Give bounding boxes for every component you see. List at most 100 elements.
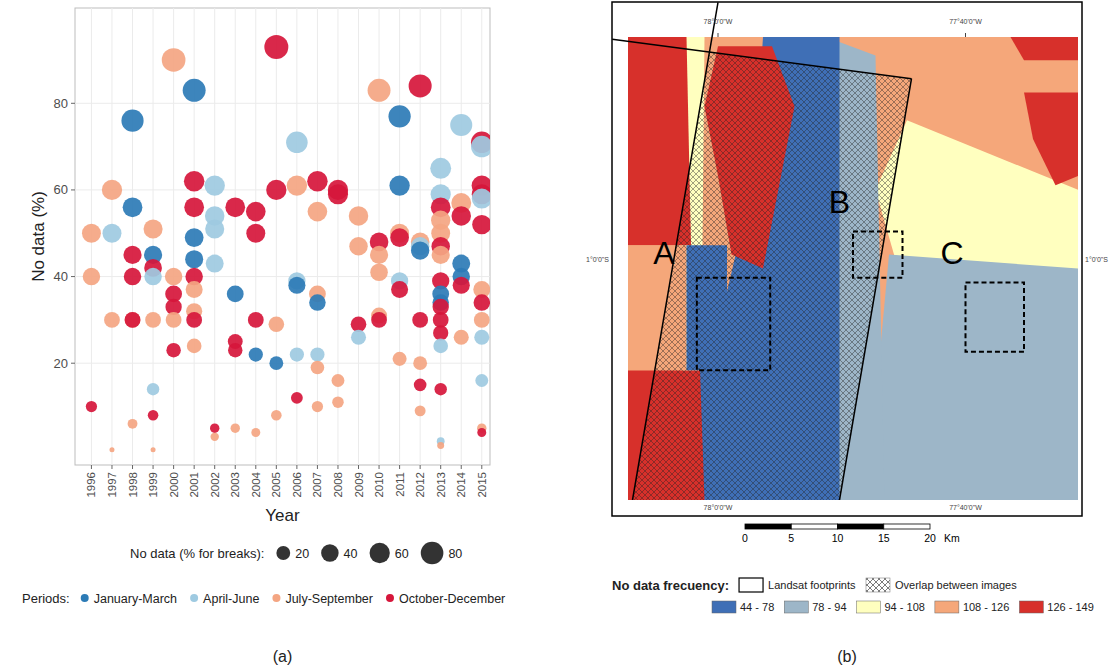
grid-line: [358, 8, 359, 465]
bubble: [432, 246, 450, 264]
legend-label: Overlap between images: [895, 579, 1017, 591]
bubble: [433, 339, 448, 354]
tick-label: 2004: [250, 471, 262, 497]
bubble: [328, 184, 348, 204]
legend-label: 40: [344, 547, 358, 561]
tick-label: 2006: [291, 472, 303, 498]
bubble: [291, 392, 303, 404]
bubble: [310, 347, 324, 361]
bubble: [308, 202, 328, 222]
bubble: [186, 312, 202, 328]
legend-swatch: [190, 594, 198, 602]
legend-label: 44 - 78: [740, 601, 774, 613]
bubble: [391, 281, 408, 298]
tick-mark: [420, 465, 421, 469]
bubble: [266, 180, 286, 200]
legend-label: 60: [395, 547, 409, 561]
tick-mark: [481, 465, 482, 469]
bubble: [290, 347, 304, 361]
tick-mark: [173, 465, 174, 469]
area-label: B: [829, 184, 850, 220]
scale-segment: [884, 524, 930, 529]
bubble: [124, 268, 141, 285]
bubble: [205, 219, 224, 238]
coordinate-label: 77°40'0"W: [949, 504, 982, 511]
legend-title: Periods:: [22, 591, 70, 606]
overlap-area: [633, 52, 912, 500]
bubble: [271, 410, 282, 421]
tick-mark: [194, 465, 195, 469]
panel-label: (a): [273, 648, 293, 665]
bubble: [151, 447, 156, 452]
map-legend: No data frecuency:Landsat footprintsOver…: [612, 578, 1094, 613]
bubble: [269, 356, 283, 370]
bubble: [86, 401, 97, 412]
tick-mark: [255, 465, 256, 469]
bubble: [332, 374, 345, 387]
tick-label: 2010: [373, 472, 385, 498]
bubble: [450, 114, 472, 136]
map-region: [1011, 37, 1079, 60]
tick-label: 2013: [435, 472, 447, 498]
bubble: [349, 206, 368, 225]
legend-label: July-September: [285, 592, 373, 606]
bubble: [246, 202, 266, 222]
bubble: [147, 383, 159, 395]
footprint-edge: [612, 39, 911, 78]
tick-mark: [358, 465, 359, 469]
legend-bubble: [421, 542, 444, 565]
bubble: [248, 312, 264, 328]
grid-line: [235, 8, 236, 465]
bubble: [185, 250, 203, 268]
bubble: [210, 433, 218, 441]
map-background: [612, 2, 1082, 516]
tick-label: 2009: [353, 472, 365, 498]
bubble: [103, 224, 122, 243]
legend-label: April-June: [203, 592, 259, 606]
tick-mark: [379, 465, 380, 469]
grid-line: [461, 8, 462, 465]
tick-mark: [71, 103, 75, 104]
bubble: [269, 316, 285, 332]
legend-swatch: [857, 601, 881, 613]
legend-label: January-March: [94, 592, 177, 606]
bubble: [162, 48, 186, 72]
footprints: [612, 2, 911, 500]
bubble: [109, 447, 114, 452]
tick-label: 1998: [127, 472, 139, 498]
bubble: [388, 105, 410, 127]
tick-label: 2002: [209, 472, 221, 498]
bubble: [472, 189, 490, 209]
bubble: [225, 197, 245, 217]
bubble: [144, 268, 161, 285]
legend-swatch: [784, 601, 808, 613]
tick-label: 2003: [229, 472, 241, 498]
tick-mark: [276, 465, 277, 469]
bubble: [144, 219, 163, 238]
bubble: [104, 312, 120, 328]
bubble: [471, 136, 490, 157]
size-legend: No data (% for breaks):20406080: [130, 542, 462, 565]
legend-swatch: [1019, 601, 1043, 613]
bubble: [435, 383, 447, 395]
tick-label: 20: [54, 356, 68, 371]
scale-segment: [745, 524, 791, 529]
bubble: [454, 330, 469, 345]
bubble: [413, 356, 427, 370]
bubble: [210, 423, 219, 432]
scale-bar: 05101520Km: [742, 524, 960, 544]
bubble: [123, 246, 141, 264]
bubble: [349, 237, 368, 256]
tick-mark: [317, 465, 318, 469]
scale-segment: [838, 524, 884, 529]
bubble: [184, 197, 204, 217]
legend-bubble: [276, 546, 290, 560]
bubble: [125, 312, 141, 328]
bubble: [145, 312, 161, 328]
bubble: [409, 74, 432, 97]
bubble: [205, 175, 225, 195]
legend-label: 108 - 126: [963, 601, 1009, 613]
bubble: [186, 281, 203, 298]
tick-mark: [214, 465, 215, 469]
panel-label: (b): [837, 648, 857, 665]
